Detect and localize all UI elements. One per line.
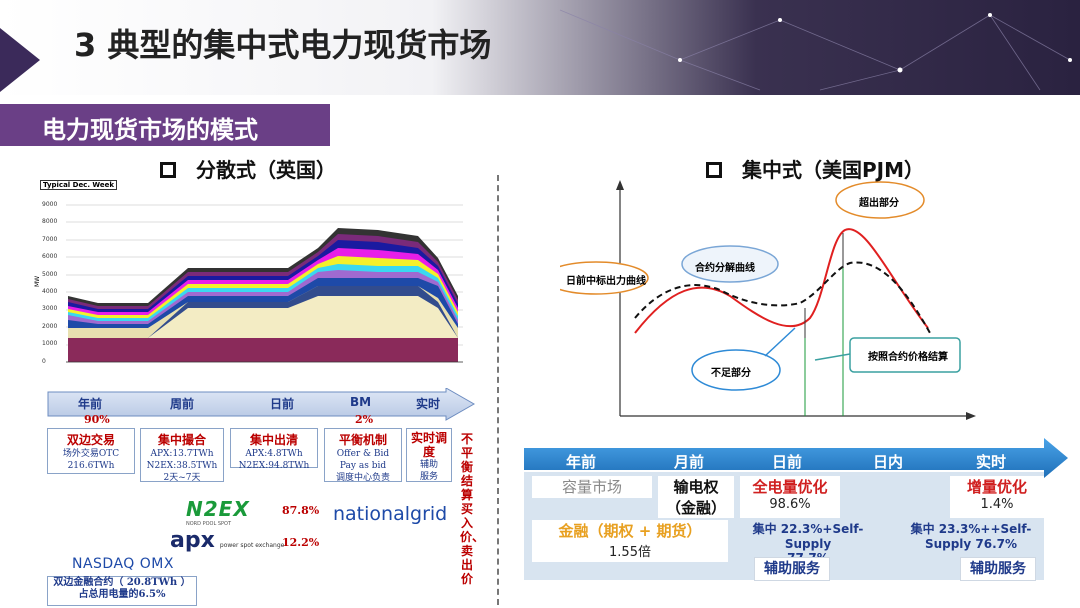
checkbox-square-icon: [160, 162, 176, 178]
right-timeline-arrow: [524, 438, 1068, 478]
header-banner: 3 典型的集中式电力现货市场: [0, 0, 1080, 95]
cell-allpower: 全电量优化 98.6%: [740, 476, 840, 518]
chart-ytick: 1000: [42, 340, 58, 348]
box-financial-contracts: 双边金融合约（ 20.8TWh ） 占总用电量的6.5%: [47, 576, 197, 606]
callout-excess: 超出部分: [859, 198, 899, 209]
n2ex-share: 87.8%: [282, 504, 320, 517]
left-timeline-arrow: [47, 388, 476, 421]
stacked-area-svg: [66, 204, 463, 363]
section-banner: 电力现货市场的模式: [0, 104, 330, 146]
uk-load-chart: Typical Dec. Week MW 9000 8000 7000 6000 500…: [34, 178, 468, 378]
chart-label: Typical Dec. Week: [40, 180, 118, 190]
callout-dayahead: 日前中标出力曲线: [566, 276, 646, 287]
cell-capacity: 容量市场: [532, 476, 652, 498]
box-bilateral: 双边交易 场外交易OTC 216.6TWh: [47, 428, 135, 474]
box-balancing-mechanism: 平衡机制 Offer & Bid Pay as bid 调度中心负责: [324, 428, 402, 483]
n2ex-logo: N2EX NORD POOL SPOT: [186, 497, 250, 527]
timeline-realtime: 实时: [416, 397, 441, 411]
chart-ytick: 5000: [42, 270, 58, 278]
pjm-settlement-diagram: [560, 180, 976, 420]
aux-service-realtime: 辅助服务: [960, 557, 1036, 581]
page-title: 3 典型的集中式电力现货市场: [74, 26, 492, 64]
nationalgrid-logo: nationalgrid: [333, 503, 448, 525]
r-timeline-intraday: 日内: [873, 453, 904, 471]
callout-shortage: 不足部分: [711, 368, 751, 379]
box-central-clearing: 集中出清 APX:4.8TWh N2EX:94.8TWh: [230, 428, 318, 471]
timeline-week-ahead: 周前: [170, 397, 195, 411]
cell-transmission: 输电权 （金融）: [658, 476, 734, 518]
cell-incremental: 增量优化 1.4%: [950, 476, 1044, 518]
chart-ytick: 0: [42, 357, 46, 365]
right-section-title: 集中式（美国PJM）: [706, 154, 924, 183]
apx-logo: apx power spot exchange: [170, 528, 285, 553]
chart-ytick: 2000: [42, 322, 58, 330]
timeline-bm: BM: [350, 395, 372, 409]
cell-central-realtime: 集中 23.3%++Self- Supply 76.7%: [910, 522, 1032, 551]
chart-ytick: 6000: [42, 253, 58, 261]
r-timeline-realtime: 实时: [976, 453, 1007, 471]
box-realtime-dispatch: 实时调度 辅助 服务: [406, 428, 452, 482]
chart-ytick: 7000: [42, 235, 58, 243]
chart-ytick: 8000: [42, 218, 58, 226]
r-timeline-year: 年前: [566, 453, 597, 471]
cell-central-dayahead: 集中 22.3%+Self-Supply 77.7%: [752, 522, 864, 565]
network-decoration: [559, 9, 1072, 91]
callout-settle: 按照合约价格结算: [868, 352, 948, 363]
callout-contract: 合约分解曲线: [695, 263, 755, 274]
pct-bm: 2%: [355, 413, 374, 426]
timeline-day-ahead: 日前: [270, 397, 295, 411]
checkbox-square-icon: [706, 162, 722, 178]
dashed-divider: [497, 175, 499, 605]
apx-share: 12.2%: [282, 536, 320, 549]
section-banner-title: 电力现货市场的模式: [42, 116, 258, 144]
nasdaq-logo: NASDAQ OMX: [72, 556, 174, 572]
cell-finance: 金融（期权 + 期货） 1.55倍: [532, 520, 728, 562]
aux-service-dayahead: 辅助服务: [754, 557, 830, 581]
r-timeline-day: 日前: [772, 453, 803, 471]
box-central-matching: 集中撮合 APX:13.7TWh N2EX:38.5TWh 2天~7天: [140, 428, 224, 483]
timeline-year-ahead: 年前: [78, 397, 103, 411]
chart-ytick: 4000: [42, 288, 58, 295]
imbalance-note: 不平衡结算买入价、卖出价: [460, 432, 485, 586]
chart-ytick: 9000: [42, 201, 58, 208]
pct-year-ahead: 90%: [84, 413, 110, 426]
chart-ytick: 3000: [42, 305, 58, 313]
left-section-title: 分散式（英国）: [160, 154, 336, 183]
r-timeline-month: 月前: [674, 453, 705, 471]
header-triangle-decoration: [0, 28, 40, 92]
